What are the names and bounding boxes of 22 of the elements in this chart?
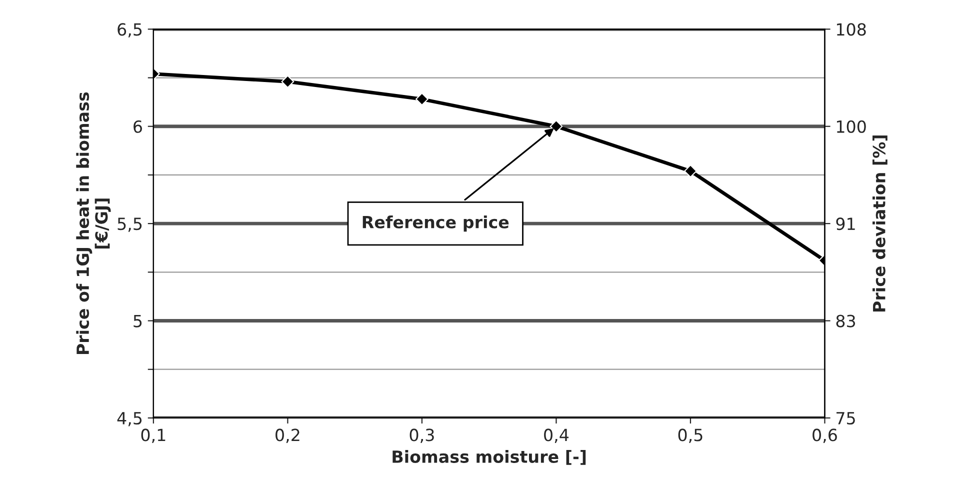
y-tick-label: 6,5	[118, 23, 142, 38]
y2-tick-label: 100	[836, 120, 866, 133]
y-tick-label: 5	[134, 314, 142, 328]
point	[416, 92, 428, 106]
annotation: Reference price	[362, 215, 509, 232]
y-axis-title: Price of 1GJ heat in biomass [€/GJ]	[76, 92, 111, 354]
y2-tick-label: 108	[836, 23, 866, 36]
y2-tick-label: 75	[836, 412, 855, 425]
y-tick-label: 5,5	[118, 218, 142, 232]
point	[550, 120, 563, 133]
y-tick-label: 4,5	[117, 412, 142, 426]
x-tick-label: 0,4	[544, 428, 569, 443]
x-tick-label: 0,2	[276, 428, 300, 443]
y2-tick-label: 91	[836, 218, 855, 230]
y2-tick-label: 83	[836, 314, 856, 328]
x-tick-label: 0,6	[812, 428, 837, 443]
x-tick-label: 0,5	[678, 428, 702, 443]
x-axis-title: Biomass moisture [-]	[392, 450, 586, 465]
x-tick-label: 0,1	[141, 428, 166, 443]
y2-axis-title: Price deviation [%]	[872, 136, 888, 312]
x-tick-label: 0,3	[410, 428, 434, 443]
y-tick-label: 6	[134, 120, 142, 133]
